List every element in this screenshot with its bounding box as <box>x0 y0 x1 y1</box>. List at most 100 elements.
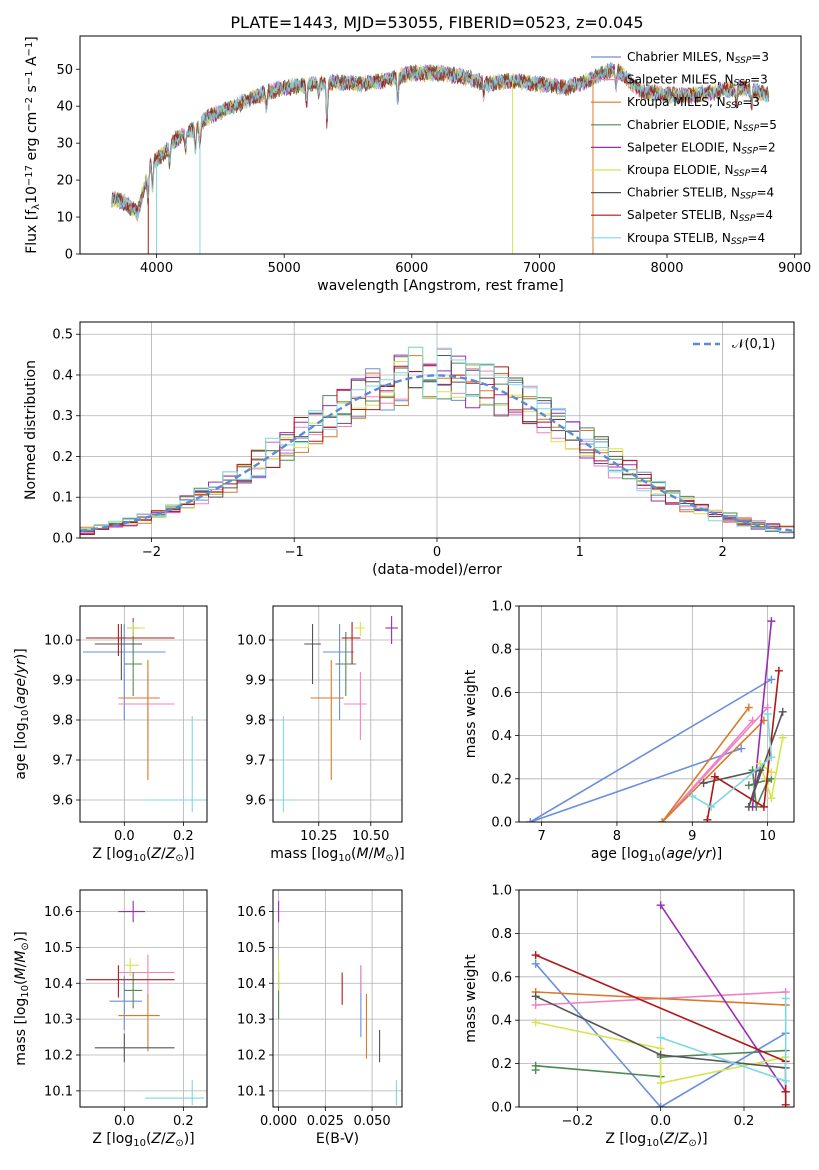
weight-line-kroupa-elodie <box>758 737 784 799</box>
spectrum-axes: 4000 5000 6000 7000 8000 9000 0 10 20 30 40 50 <box>56 63 811 276</box>
x-tick-label: 0.000 <box>260 1114 297 1129</box>
y-tick-label: 0.4 <box>52 368 73 383</box>
y-tick-label: 10.5 <box>44 941 73 956</box>
y-tick-label: 50 <box>56 63 73 78</box>
axes-frame <box>518 605 795 823</box>
residuals-y-label: Normed distribution <box>23 360 39 500</box>
y-tick-label: 9.8 <box>245 714 266 729</box>
x-tick-label: 0.025 <box>307 1114 344 1129</box>
y-tick-label: 9.9 <box>52 674 73 689</box>
x-tick-label: 1 <box>576 545 584 560</box>
weight-line-kroupa-elodie <box>535 1021 786 1085</box>
y-tick-label: 10.6 <box>44 905 73 920</box>
mass-vs-Z-points <box>85 900 205 1106</box>
axes-frame <box>272 605 403 823</box>
weight-line-kroupa-miles <box>661 707 765 822</box>
weight-vs-age-y-label: mass weight <box>463 669 479 758</box>
legend-entry: Kroupa ELODIE, NSSP=4 <box>627 163 768 179</box>
mass-vs-ebv-points <box>278 900 397 1106</box>
y-tick-label: 0.6 <box>491 686 512 701</box>
weight-line-chabrier-stelib <box>703 711 784 808</box>
weight-marker <box>531 1061 540 1070</box>
errorbar-point <box>322 624 355 720</box>
y-tick-label: 0.0 <box>491 1101 512 1116</box>
y-tick-label: 1.0 <box>491 884 512 899</box>
weight-vs-Z-series <box>531 901 790 1107</box>
axes-frame <box>518 889 795 1108</box>
legend-entry: Salpeter STELIB, NSSP=4 <box>627 208 773 224</box>
x-tick-label: 0.0 <box>650 1114 671 1129</box>
y-tick-label: 9.6 <box>52 794 73 809</box>
y-tick-label: 10.5 <box>237 941 266 956</box>
weight-marker <box>531 951 540 960</box>
spectrum-y-label: Flux [fλ10−17 erg cm−2 s−1 A−1] <box>24 36 42 254</box>
legend-entry: Chabrier ELODIE, NSSP=5 <box>627 118 777 134</box>
weight-marker <box>778 707 787 716</box>
x-tick-label: 0.0 <box>114 1114 135 1129</box>
y-tick-label: 10.6 <box>237 905 266 920</box>
x-tick-label: 0.0 <box>114 829 135 844</box>
y-tick-label: 10.2 <box>44 1048 73 1063</box>
histogram-steps <box>80 346 794 538</box>
y-tick-label: 10.1 <box>237 1084 266 1099</box>
weight-marker <box>531 1001 540 1010</box>
axes-frame <box>272 889 403 1108</box>
weight-marker <box>781 994 790 1003</box>
spectrum-series-kroupa-stelib <box>111 62 770 219</box>
y-tick-label: 0.1 <box>52 491 73 506</box>
x-tick-label: 8 <box>613 829 621 844</box>
x-tick-label: 0 <box>433 545 441 560</box>
y-tick-label: 0.5 <box>52 328 73 343</box>
weight-marker <box>656 1079 665 1088</box>
y-tick-label: 10.4 <box>44 977 73 992</box>
y-tick-label: 10.3 <box>237 1013 266 1028</box>
mass-vs-Z-x-label: Z [log10(Z/Z⊙)] <box>92 1131 194 1149</box>
weight-marker <box>759 802 768 811</box>
y-tick-label: 10.0 <box>237 634 266 649</box>
age-vs-mass-x-label: mass [log10(M/M⊙)] <box>270 846 405 864</box>
weight-line-salpeter-stelib <box>706 670 780 820</box>
weight-line-salpeter-elodie <box>751 621 773 807</box>
normal-reference-curve <box>80 374 794 533</box>
age-vs-Z-points <box>82 618 207 812</box>
y-tick-label: 0.0 <box>52 532 73 547</box>
errorbar-point <box>304 624 321 684</box>
x-tick-label: −2 <box>142 545 161 560</box>
y-tick-label: 10 <box>56 211 73 226</box>
legend-entry: Chabrier MILES, NSSP=3 <box>627 50 769 66</box>
errorbar-point <box>94 1033 175 1063</box>
residuals-x-label: (data-model)/error <box>372 562 502 578</box>
weight-line-chabrier-miles <box>535 963 787 1107</box>
x-tick-label: 7 <box>537 829 545 844</box>
weight-marker <box>703 815 712 822</box>
weight-vs-age-series <box>526 617 787 822</box>
y-tick-label: 9.7 <box>52 754 73 769</box>
errorbar-point <box>85 965 175 998</box>
weight-marker <box>656 1103 665 1107</box>
weight-line-chabrier-miles <box>529 678 772 822</box>
errorbar-point <box>118 660 160 780</box>
y-tick-label: 10.3 <box>44 1013 73 1028</box>
errorbar-point <box>127 622 145 636</box>
y-tick-label: 9.8 <box>52 714 73 729</box>
age-vs-Z-y-label: age [log10(age/yr)] <box>13 648 31 779</box>
x-tick-label: 10.50 <box>352 829 389 844</box>
weight-marker <box>774 666 783 675</box>
age-vs-mass-points <box>277 616 398 812</box>
y-tick-label: 40 <box>56 100 73 115</box>
weight-marker <box>767 617 776 626</box>
y-tick-label: 0.4 <box>491 729 512 744</box>
y-tick-label: 0.2 <box>491 772 512 787</box>
y-tick-label: 0.4 <box>491 1014 512 1029</box>
weight-marker <box>531 959 540 968</box>
weight-marker <box>699 779 708 788</box>
y-tick-label: 9.7 <box>245 754 266 769</box>
x-tick-label: 9000 <box>778 261 811 276</box>
errorbar-point <box>118 672 175 740</box>
weight-vs-Z-axes: −0.2 0.0 0.2 0.0 0.2 0.4 0.6 0.8 1.0 <box>491 884 794 1129</box>
errorbar-point <box>118 954 175 995</box>
y-tick-label: 0.3 <box>52 409 73 424</box>
y-tick-label: 0.6 <box>491 970 512 985</box>
errorbar-point <box>118 994 160 1052</box>
